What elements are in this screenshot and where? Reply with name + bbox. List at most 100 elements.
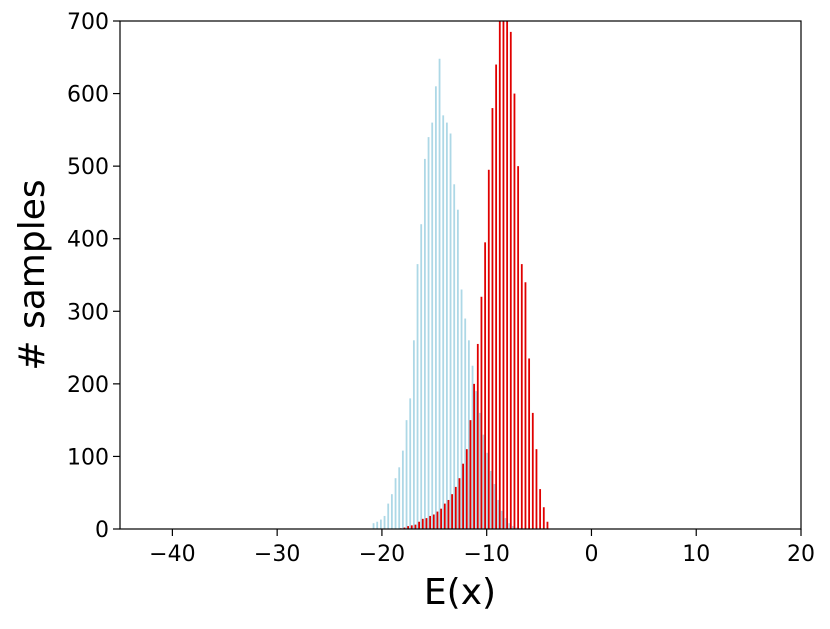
bar [454,486,457,529]
bar [383,515,386,529]
series-2 [399,21,549,529]
bar [458,478,461,529]
bar [432,514,435,529]
x-tick-label: 10 [682,542,710,567]
bar [460,289,463,529]
bar [486,452,489,529]
bar [524,282,527,529]
bar [420,224,423,529]
bar [511,526,514,529]
bar [471,365,474,529]
bar [462,463,465,529]
y-axis-title: # samples [12,179,53,370]
bar [546,521,549,529]
bar [410,525,413,529]
bar [394,478,397,529]
bar [412,340,415,529]
y-tick-label: 100 [67,445,109,470]
bar [513,93,516,529]
series-1 [372,58,522,529]
y-tick-label: 600 [67,83,109,108]
bar [405,420,408,529]
bar [456,209,459,529]
bar [509,31,512,529]
bar [429,515,432,529]
bar [475,391,478,529]
bar [407,526,410,529]
bar [480,296,483,529]
bar [434,86,437,529]
x-tick-label: −10 [463,542,509,567]
bar [520,264,523,529]
bar [482,434,485,529]
bar [449,133,452,529]
y-tick-label: 400 [67,228,109,253]
bar [517,166,520,529]
bar [467,340,470,529]
x-tick-label: −20 [359,542,405,567]
x-tick-label: −30 [254,542,300,567]
bar [464,318,467,529]
bar [515,527,518,529]
bar [484,242,487,529]
bar [425,518,428,529]
bar [535,449,538,529]
bar [438,58,441,529]
bar [443,503,446,529]
y-tick-label: 700 [67,10,109,35]
bar [387,503,390,529]
bar [409,398,412,529]
bar [493,484,496,529]
bar [440,508,443,529]
bar [498,21,501,529]
x-axis-title: E(x) [424,572,496,613]
bar [453,184,456,529]
bar [508,523,511,529]
x-tick-label: 20 [787,542,815,567]
bar [423,158,426,529]
bar [539,489,542,529]
y-tick-label: 300 [67,300,109,325]
bar [447,499,450,529]
bar [421,518,424,529]
plot-frame [119,20,802,530]
bar [489,470,492,529]
bar [478,412,481,529]
bar [495,64,498,529]
x-tick-label: −40 [149,542,195,567]
bar [491,108,494,529]
bar [542,507,545,529]
bar [465,449,468,529]
bar [418,521,421,529]
bar [379,519,382,529]
bar [476,343,479,529]
bar [445,122,448,529]
bar [500,510,503,529]
bars-layer [372,21,549,529]
bar [451,494,454,529]
x-axis-ticks: −40 −30 −20 −10 0 10 20 [149,529,815,567]
bar [436,511,439,529]
bar [398,467,401,529]
bar [531,412,534,529]
x-tick-label: 0 [584,542,598,567]
bar [376,521,379,529]
bar [416,264,419,529]
bar [506,21,509,529]
bar [414,524,417,529]
bar [473,383,476,529]
bar [504,518,507,529]
y-tick-label: 200 [67,373,109,398]
bar [528,358,531,529]
bar [401,450,404,529]
bar [372,523,375,529]
y-tick-label: 500 [67,155,109,180]
bar [390,494,393,529]
bar [431,122,434,529]
bar [497,499,500,529]
bar [502,21,505,529]
bar [469,420,472,529]
bar [427,137,430,529]
